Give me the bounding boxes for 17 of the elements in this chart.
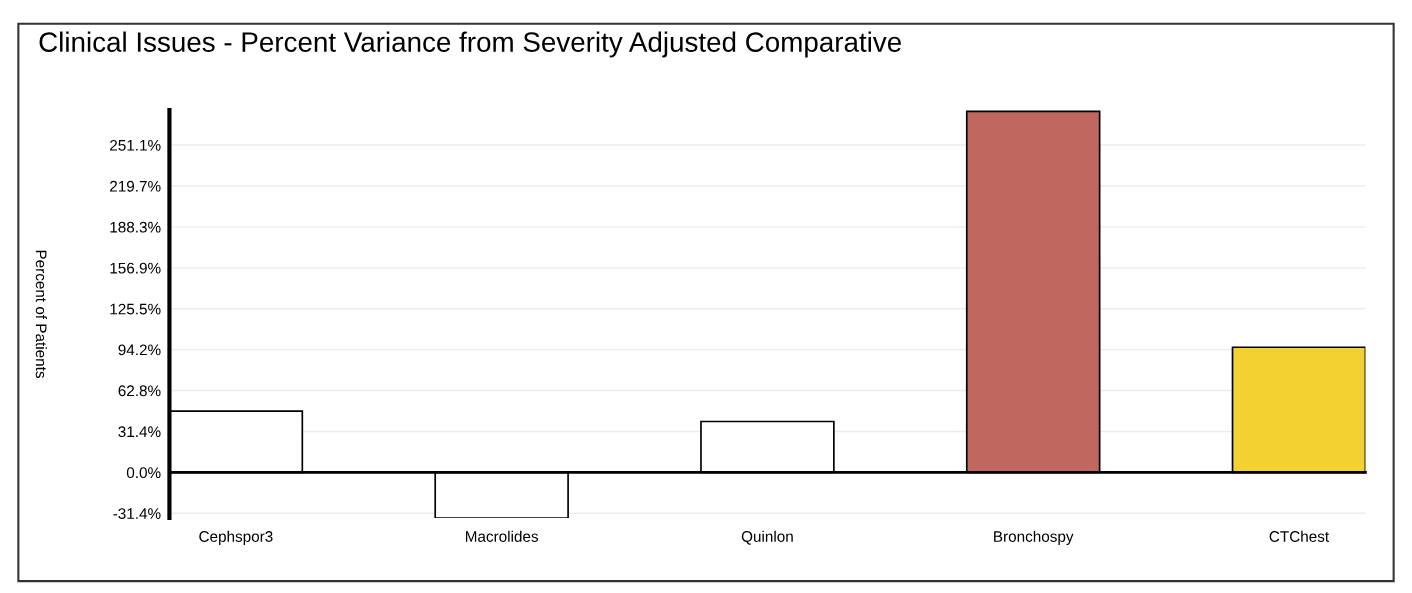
y-tick-label: 251.1%	[110, 139, 161, 151]
y-tick-label: 62.8%	[118, 385, 161, 397]
y-tick-label: 0.0%	[126, 467, 161, 479]
y-tick-label: 156.9%	[110, 262, 161, 274]
y-tick-label: 219.7%	[110, 180, 161, 192]
y-tick-label: 31.4%	[118, 426, 161, 438]
x-tick-label: Bronchospy	[994, 530, 1074, 545]
y-tick-label: 125.5%	[110, 303, 161, 315]
x-tick-label: Macrolides	[465, 530, 539, 542]
y-tick-label: 188.3%	[110, 221, 161, 233]
chart-title: Clinical Issues - Percent Variance from Severity Adjusted Comparative	[39, 31, 901, 58]
x-tick-label: Cephspor3	[199, 530, 273, 545]
y-tick-label: 94.2%	[118, 344, 161, 356]
y-axis-title: Percent of Patients	[35, 250, 47, 378]
y-tick-label: -31.4%	[113, 508, 161, 519]
x-tick-label: CTChest	[1269, 530, 1329, 542]
x-tick-label: Quinlon	[741, 530, 793, 545]
